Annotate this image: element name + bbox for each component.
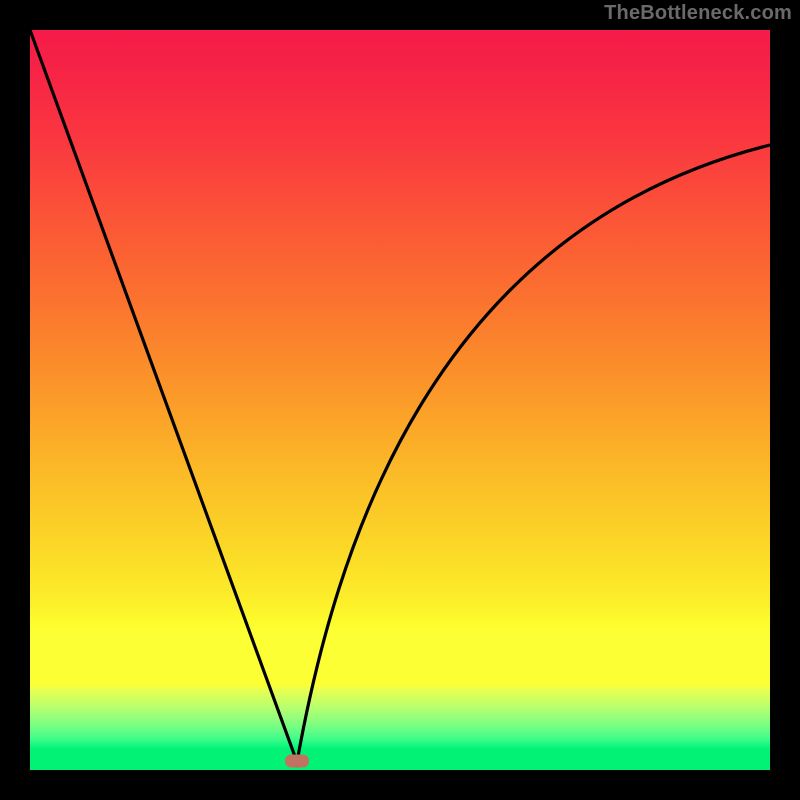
chart-container: TheBottleneck.com [0,0,800,800]
gradient-plot-area [30,30,770,770]
chart-background [0,0,800,800]
